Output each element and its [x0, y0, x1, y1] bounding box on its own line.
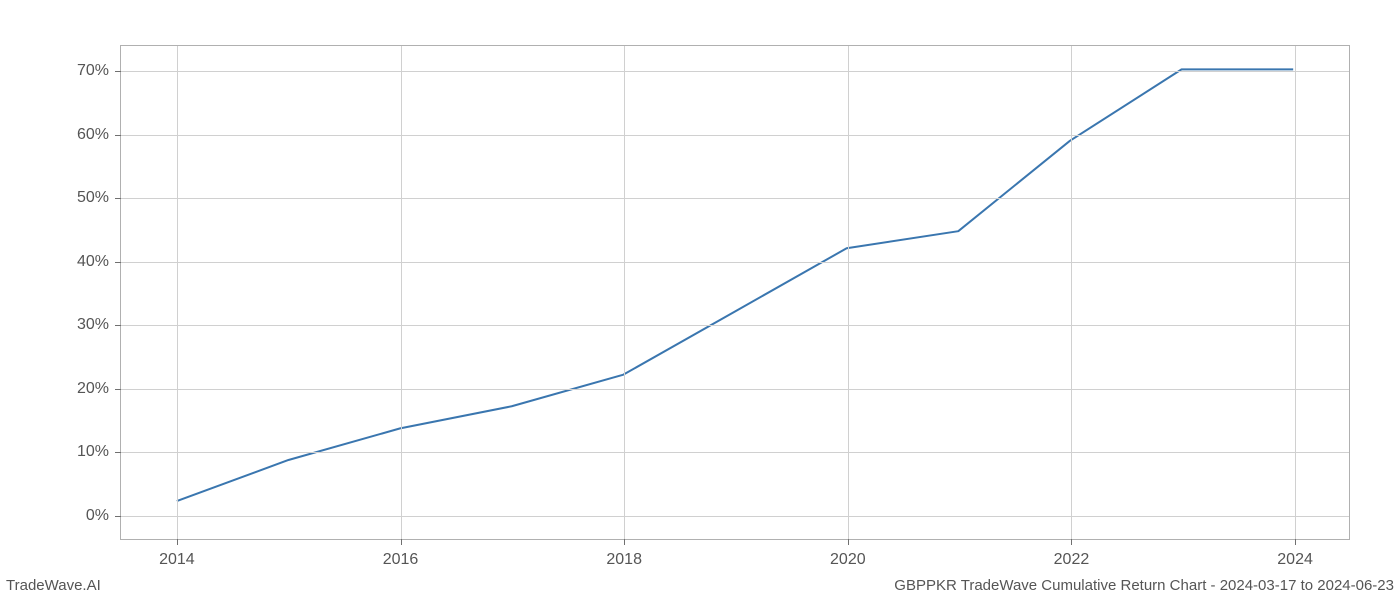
grid-line-horizontal	[121, 71, 1349, 72]
y-tick-label: 40%	[77, 253, 109, 271]
chart-caption: GBPPKR TradeWave Cumulative Return Chart…	[894, 577, 1394, 594]
y-tick	[115, 325, 121, 326]
y-tick	[115, 389, 121, 390]
chart-container: 2014201620182020202220240%10%20%30%40%50…	[120, 45, 1350, 540]
x-tick	[848, 539, 849, 545]
x-tick-label: 2020	[830, 551, 866, 569]
grid-line-horizontal	[121, 135, 1349, 136]
grid-line-vertical	[1071, 46, 1072, 539]
grid-line-vertical	[624, 46, 625, 539]
y-tick-label: 0%	[86, 507, 109, 525]
x-tick	[624, 539, 625, 545]
y-tick	[115, 516, 121, 517]
y-tick	[115, 198, 121, 199]
grid-line-vertical	[401, 46, 402, 539]
x-tick-label: 2016	[383, 551, 419, 569]
grid-line-vertical	[1295, 46, 1296, 539]
grid-line-vertical	[848, 46, 849, 539]
y-tick	[115, 135, 121, 136]
y-tick	[115, 71, 121, 72]
y-tick-label: 30%	[77, 316, 109, 334]
grid-line-vertical	[177, 46, 178, 539]
x-tick	[401, 539, 402, 545]
y-tick-label: 50%	[77, 189, 109, 207]
x-tick-label: 2024	[1277, 551, 1313, 569]
y-tick-label: 10%	[77, 443, 109, 461]
x-tick	[1295, 539, 1296, 545]
brand-label: TradeWave.AI	[6, 577, 101, 594]
x-tick	[177, 539, 178, 545]
grid-line-horizontal	[121, 198, 1349, 199]
return-line	[121, 46, 1349, 539]
x-tick-label: 2022	[1054, 551, 1090, 569]
grid-line-horizontal	[121, 325, 1349, 326]
y-tick-label: 70%	[77, 62, 109, 80]
grid-line-horizontal	[121, 516, 1349, 517]
plot-area: 2014201620182020202220240%10%20%30%40%50…	[120, 45, 1350, 540]
x-tick-label: 2018	[606, 551, 642, 569]
x-tick	[1071, 539, 1072, 545]
x-tick-label: 2014	[159, 551, 195, 569]
grid-line-horizontal	[121, 452, 1349, 453]
y-tick-label: 20%	[77, 380, 109, 398]
grid-line-horizontal	[121, 262, 1349, 263]
y-tick	[115, 262, 121, 263]
grid-line-horizontal	[121, 389, 1349, 390]
y-tick-label: 60%	[77, 126, 109, 144]
y-tick	[115, 452, 121, 453]
